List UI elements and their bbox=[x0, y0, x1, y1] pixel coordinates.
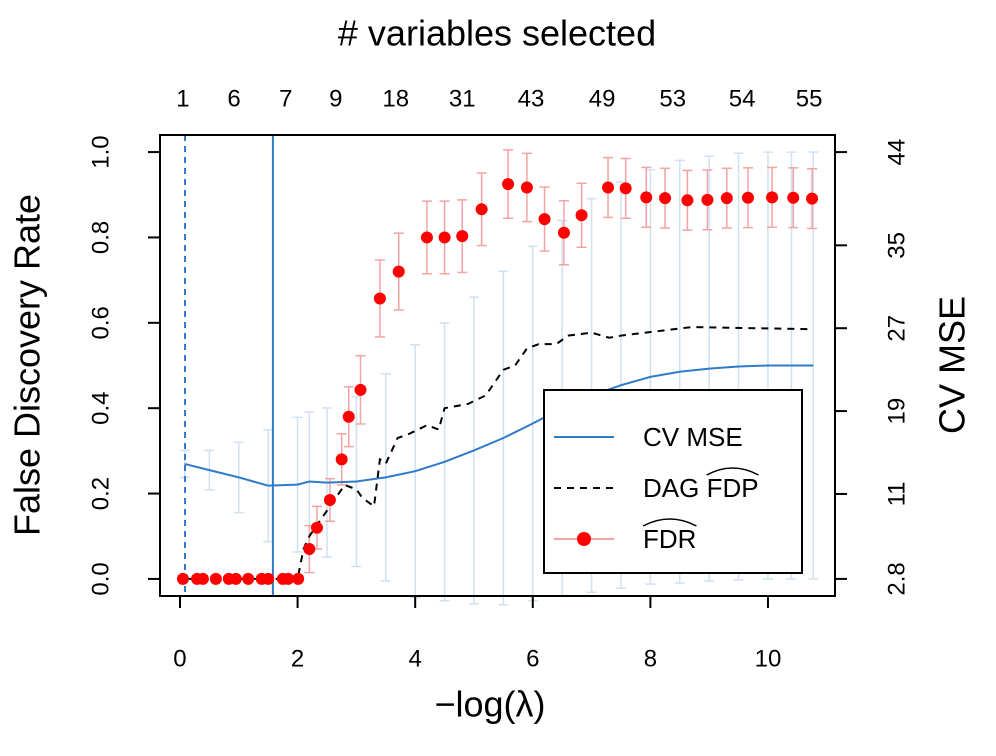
y2-tick-label: 35 bbox=[883, 232, 910, 259]
x-axis-title: −log(λ) bbox=[434, 684, 545, 725]
point bbox=[303, 543, 316, 556]
point bbox=[209, 572, 222, 585]
point bbox=[681, 194, 694, 207]
point bbox=[196, 572, 209, 585]
point bbox=[701, 193, 714, 206]
point bbox=[354, 383, 367, 396]
x-tick-label: 0 bbox=[173, 645, 186, 672]
top-axis-title: # variables selected bbox=[338, 13, 656, 54]
point bbox=[392, 265, 405, 278]
point bbox=[720, 192, 733, 205]
y-tick-label: 0.6 bbox=[87, 306, 114, 339]
line bbox=[184, 364, 814, 487]
legend-hat bbox=[642, 518, 697, 527]
x2-tick-label: 54 bbox=[729, 85, 756, 112]
x2-tick-label: 18 bbox=[382, 85, 409, 112]
point bbox=[575, 209, 588, 222]
y-tick-label: 0.0 bbox=[87, 562, 114, 595]
point bbox=[741, 191, 754, 204]
legend-marker bbox=[577, 532, 591, 546]
point bbox=[787, 191, 800, 204]
y-tick-label: 0.8 bbox=[87, 221, 114, 254]
point bbox=[335, 453, 348, 466]
point bbox=[242, 572, 255, 585]
point bbox=[323, 493, 336, 506]
legend: CV MSE DAG FDP FDR bbox=[543, 389, 803, 574]
y2-tick-label: 27 bbox=[883, 315, 910, 342]
y2-tick-label: 11 bbox=[883, 481, 910, 506]
y2-tick-label: 44 bbox=[883, 139, 910, 166]
point bbox=[602, 181, 615, 194]
x2-tick-label: 55 bbox=[796, 85, 823, 112]
point bbox=[292, 572, 305, 585]
x2-tick-label: 53 bbox=[659, 85, 686, 112]
y2-axis-title: CV MSE bbox=[932, 296, 973, 434]
x2-tick-label: 43 bbox=[518, 85, 545, 112]
x2-tick-label: 6 bbox=[227, 85, 240, 112]
y2-tick-label: 2.8 bbox=[883, 562, 910, 595]
point bbox=[229, 572, 242, 585]
y-tick-label: 0.2 bbox=[87, 477, 114, 510]
point bbox=[373, 292, 386, 305]
x-tick-label: 8 bbox=[644, 645, 657, 672]
point bbox=[766, 191, 779, 204]
plot-frame bbox=[159, 134, 836, 597]
point bbox=[619, 182, 632, 195]
x2-tick-label: 1 bbox=[176, 85, 189, 112]
x-tick-label: 6 bbox=[526, 645, 539, 672]
line bbox=[184, 326, 814, 580]
x-tick-label: 2 bbox=[291, 645, 304, 672]
legend-label: FDR bbox=[643, 524, 696, 554]
x-tick-label: 10 bbox=[755, 645, 782, 672]
point bbox=[502, 178, 515, 191]
y-tick-label: 1.0 bbox=[87, 135, 114, 168]
x2-tick-label: 9 bbox=[329, 85, 342, 112]
point bbox=[520, 181, 533, 194]
x2-tick-label: 31 bbox=[449, 85, 476, 112]
point bbox=[538, 213, 551, 226]
point bbox=[176, 572, 189, 585]
point bbox=[282, 572, 295, 585]
legend-label: DAG FDP bbox=[643, 473, 759, 503]
point bbox=[456, 230, 469, 243]
y-tick-label: 0.4 bbox=[87, 391, 114, 424]
point bbox=[438, 231, 451, 244]
point bbox=[420, 231, 433, 244]
legend-hat bbox=[706, 467, 759, 476]
point bbox=[659, 192, 672, 205]
y2-tick-label: 19 bbox=[883, 398, 910, 425]
point bbox=[640, 191, 653, 204]
point bbox=[806, 192, 819, 205]
point bbox=[557, 226, 570, 239]
y-axis-title: False Discovery Rate bbox=[7, 194, 48, 536]
x2-tick-label: 7 bbox=[279, 85, 292, 112]
legend-label: CV MSE bbox=[643, 422, 743, 452]
point bbox=[262, 572, 275, 585]
point bbox=[475, 203, 488, 216]
x2-tick-label: 49 bbox=[589, 85, 616, 112]
point bbox=[310, 521, 323, 534]
x-tick-label: 4 bbox=[409, 645, 422, 672]
point bbox=[342, 410, 355, 423]
